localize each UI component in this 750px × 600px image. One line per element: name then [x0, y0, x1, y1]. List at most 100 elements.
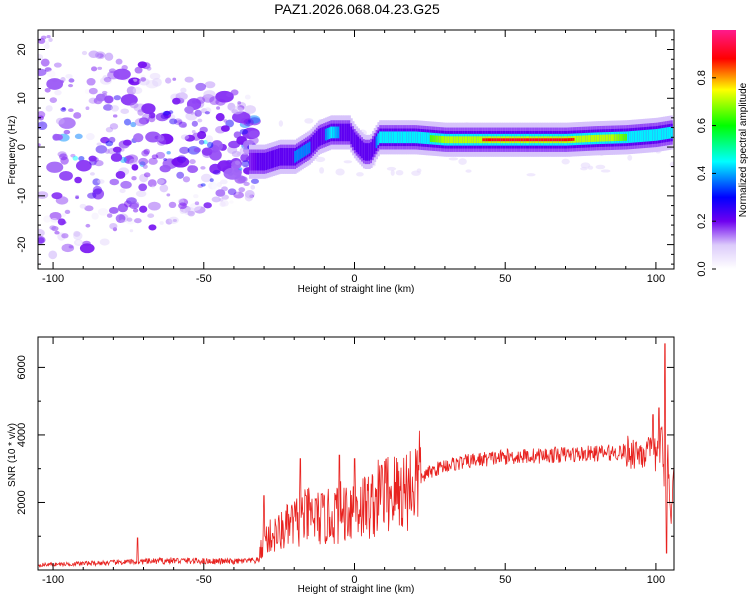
heatmap-ridge-cell: [250, 152, 254, 171]
heatmap-ridge-cell: [364, 143, 368, 161]
heatmap-ridge-cell: [634, 130, 637, 143]
heatmap-blob: [120, 180, 132, 189]
heatmap-blob: [91, 212, 99, 220]
heatmap-blob: [97, 208, 109, 216]
heatmap-blob: [129, 229, 134, 233]
heatmap-ridge-cell: [435, 135, 438, 143]
heatmap-blob: [92, 185, 103, 195]
heatmap-ridge-cell: [561, 138, 565, 142]
heatmap-ridge-cell: [487, 138, 491, 142]
heatmap-ridge-cell: [458, 136, 462, 144]
snr-y-axis-label: SNR (10 * v/v): [7, 423, 18, 487]
heatmap-blob: [128, 79, 135, 84]
heatmap-blob: [134, 118, 147, 127]
heatmap-x-ticks: -100 -50 0 50 100: [42, 30, 665, 285]
heatmap-blob: [59, 153, 68, 161]
heatmap-ridge-cell: [444, 136, 447, 144]
heatmap-ridge-cell: [429, 135, 433, 142]
heatmap-ridge-cell: [646, 129, 650, 142]
heatmap-faint-blob: [587, 165, 594, 170]
heatmap-blob: [96, 142, 102, 146]
heatmap-blob: [135, 190, 147, 198]
heatmap-blob: [180, 134, 190, 140]
heatmap-ridge-cell: [292, 148, 295, 166]
heatmap-blob: [220, 179, 228, 185]
heatmap-blob: [44, 87, 51, 93]
heatmap-ridge-cell: [428, 132, 431, 145]
heatmap-blob: [38, 191, 49, 199]
heatmap-ridge-cell: [623, 133, 626, 141]
heatmap-blob: [197, 118, 203, 123]
heatmap-ridge-cell: [654, 129, 657, 141]
heatmap-blob: [204, 111, 210, 115]
heatmap-blob: [171, 158, 184, 166]
heatmap-ridge-cell: [357, 136, 360, 155]
heatmap-blob: [46, 34, 51, 39]
colorbar-label: Normalized spectral amplitude: [738, 82, 749, 217]
heatmap-ridge-cell: [614, 134, 617, 142]
heatmap-ridge-cell: [626, 131, 630, 144]
heatmap-ridge-cell: [655, 129, 659, 141]
heatmap-faint-blob: [458, 158, 467, 165]
heatmap-ridge-cell: [496, 138, 500, 142]
snr-panel: -100 -50 0 50 100 2000 4000 6000 Height of str…: [7, 336, 675, 595]
heatmap-blob: [57, 218, 66, 226]
heatmap-blob: [101, 90, 108, 95]
heatmap-blob: [235, 160, 241, 165]
heatmap-ridge-cell: [402, 131, 406, 144]
heatmap-ridge-cell: [332, 126, 335, 139]
heatmap-ridge-cell: [274, 149, 277, 168]
heatmap-blob: [148, 157, 158, 165]
heatmap-ridge-cell: [415, 131, 418, 144]
heatmap-blob: [64, 209, 71, 215]
heatmap-blob: [139, 205, 148, 213]
heatmap-ridge-cell: [485, 138, 489, 142]
heatmap-ridge-cell: [601, 134, 605, 142]
heatmap-blob: [85, 223, 91, 228]
snr-x-tick-label: 50: [499, 574, 511, 586]
heatmap-blob: [220, 200, 229, 207]
heatmap-ridge-cell: [447, 136, 451, 144]
heatmap-blob: [109, 123, 119, 130]
heatmap-blob: [169, 118, 178, 125]
heatmap-faint-blob: [465, 169, 472, 173]
heatmap-blob: [84, 205, 94, 212]
heatmap-ridge-cell: [462, 136, 465, 144]
heatmap-ridge-cell: [612, 134, 615, 142]
snr-x-tick-label: -100: [42, 574, 64, 586]
heatmap-ridge: [248, 115, 673, 179]
heatmap-blob: [244, 193, 254, 202]
heatmap-blob: [45, 105, 53, 112]
heatmap-ridge-cell: [594, 134, 597, 142]
heatmap-ridge-cell: [484, 138, 487, 142]
heatmap-blob: [147, 201, 161, 211]
heatmap-blob: [85, 106, 90, 111]
heatmap-blob: [187, 165, 199, 173]
heatmap-blob: [250, 185, 256, 190]
heatmap-blob: [49, 211, 62, 221]
heatmap-ridge-cell: [532, 138, 536, 142]
heatmap-ridge-cell: [256, 152, 259, 171]
heatmap-ridge-cell: [303, 145, 306, 157]
heatmap-blob: [215, 112, 225, 122]
heatmap-blob: [108, 136, 116, 143]
heatmap-blob: [168, 110, 174, 115]
heatmap-ridge-cell: [666, 127, 670, 139]
heatmap-ridge-cell: [324, 128, 328, 141]
heatmap-blob: [191, 130, 196, 134]
heatmap-blob: [244, 94, 251, 100]
heatmap-blob: [38, 237, 45, 244]
heatmap-ridge-cell: [381, 131, 384, 144]
snr-series-line: [38, 343, 674, 568]
heatmap-blob: [137, 109, 144, 116]
heatmap-faint-blob: [600, 169, 611, 173]
heatmap-ridge-cell: [509, 138, 512, 142]
heatmap-blob: [133, 133, 144, 143]
snr-y-tick-label: 6000: [16, 355, 28, 379]
heatmap-faint-blob: [386, 166, 397, 171]
heatmap-blob: [109, 222, 118, 230]
heatmap-ridge-cell: [664, 127, 668, 140]
heatmap-blob: [241, 160, 250, 168]
heatmap-ridge-cell: [317, 129, 321, 147]
heatmap-blob: [211, 181, 221, 191]
